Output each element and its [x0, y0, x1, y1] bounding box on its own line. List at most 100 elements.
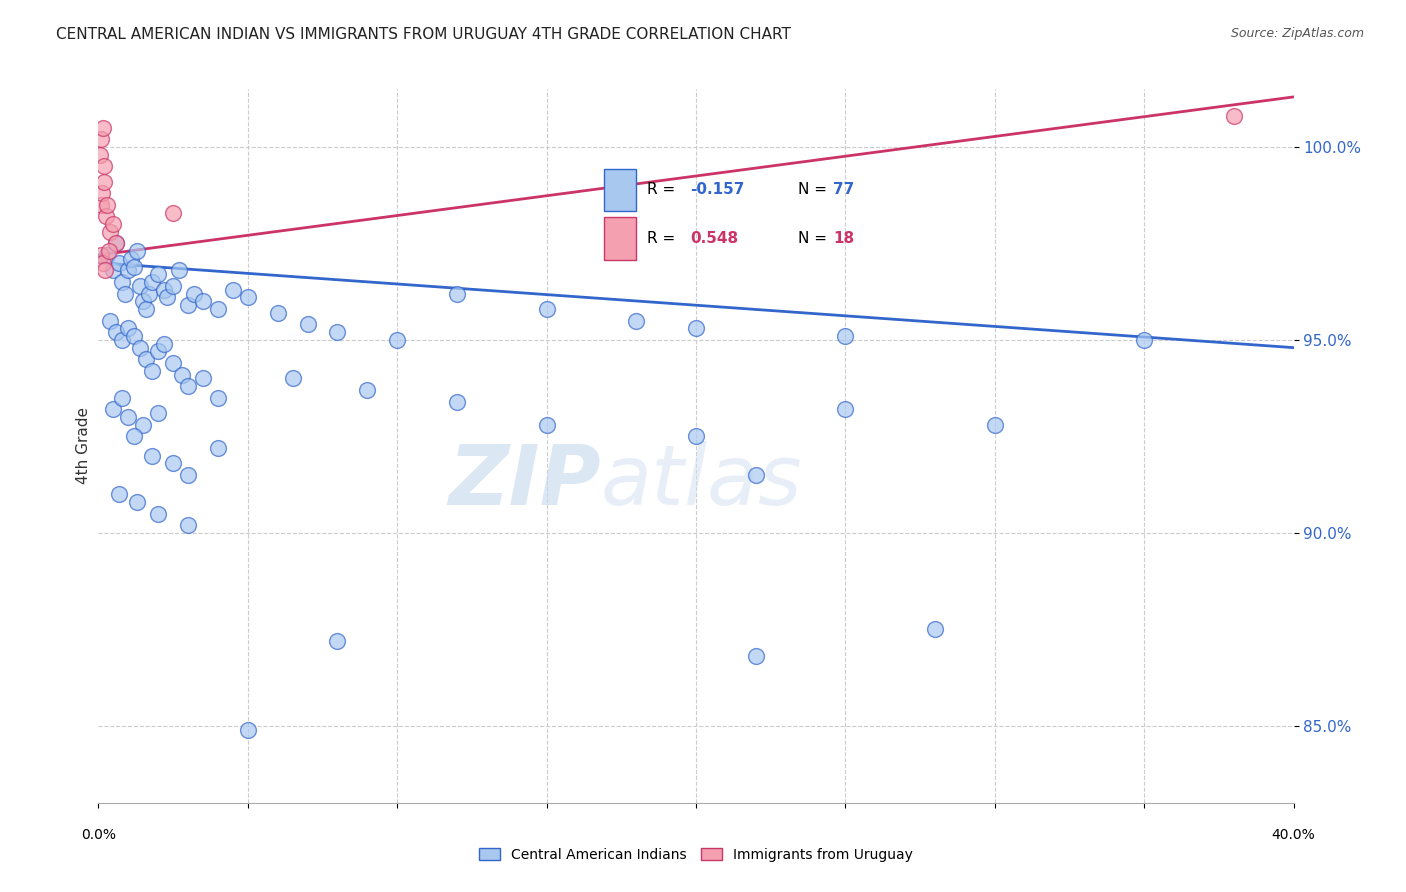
- Point: [90, 198, 112, 212]
- Point: [124, 429, 146, 443]
- Point: [924, 622, 946, 636]
- Point: [148, 268, 170, 282]
- Point: [108, 256, 131, 270]
- Point: [536, 301, 558, 316]
- Point: [127, 244, 149, 259]
- Point: [156, 291, 179, 305]
- Point: [183, 286, 205, 301]
- Point: [135, 352, 157, 367]
- Point: [162, 205, 184, 219]
- Point: [90, 132, 112, 146]
- Text: ZIP: ZIP: [447, 442, 600, 522]
- Point: [536, 417, 558, 432]
- Point: [148, 406, 170, 420]
- Point: [162, 456, 184, 470]
- Point: [135, 301, 157, 316]
- Point: [132, 294, 155, 309]
- Y-axis label: 4th Grade: 4th Grade: [76, 408, 91, 484]
- Point: [153, 283, 176, 297]
- Point: [177, 379, 200, 393]
- Point: [105, 236, 128, 251]
- Text: atlas: atlas: [600, 442, 801, 522]
- Point: [745, 649, 768, 664]
- Point: [129, 341, 152, 355]
- Point: [124, 260, 146, 274]
- Text: R =: R =: [647, 231, 681, 245]
- Point: [111, 275, 134, 289]
- Point: [177, 467, 200, 482]
- Point: [94, 263, 117, 277]
- Point: [103, 402, 125, 417]
- Point: [624, 313, 647, 327]
- Point: [91, 120, 114, 135]
- Text: R =: R =: [647, 183, 681, 197]
- FancyBboxPatch shape: [605, 169, 636, 211]
- Legend: Central American Indians, Immigrants from Uruguay: Central American Indians, Immigrants fro…: [474, 842, 918, 867]
- Text: N =: N =: [797, 183, 831, 197]
- Point: [326, 633, 349, 648]
- Point: [90, 248, 112, 262]
- Point: [834, 402, 856, 417]
- Point: [103, 263, 125, 277]
- Point: [127, 495, 149, 509]
- Point: [132, 417, 155, 432]
- Point: [138, 286, 160, 301]
- Point: [1222, 109, 1246, 123]
- Point: [207, 301, 229, 316]
- Point: [96, 248, 118, 262]
- Point: [117, 410, 139, 425]
- Point: [236, 291, 259, 305]
- Point: [98, 313, 122, 327]
- Point: [91, 256, 114, 270]
- Point: [93, 159, 115, 173]
- Point: [222, 283, 245, 297]
- Text: 40.0%: 40.0%: [1271, 828, 1316, 842]
- Point: [105, 236, 128, 251]
- Point: [685, 429, 707, 443]
- Point: [117, 263, 139, 277]
- FancyBboxPatch shape: [605, 217, 636, 260]
- Text: CENTRAL AMERICAN INDIAN VS IMMIGRANTS FROM URUGUAY 4TH GRADE CORRELATION CHART: CENTRAL AMERICAN INDIAN VS IMMIGRANTS FR…: [56, 27, 792, 42]
- Point: [207, 391, 229, 405]
- Text: -0.157: -0.157: [690, 183, 744, 197]
- Point: [108, 487, 131, 501]
- Point: [120, 252, 142, 266]
- Point: [124, 329, 146, 343]
- Text: 18: 18: [834, 231, 855, 245]
- Point: [93, 175, 115, 189]
- Point: [177, 518, 200, 533]
- Point: [148, 344, 170, 359]
- Point: [297, 318, 319, 332]
- Text: N =: N =: [797, 231, 831, 245]
- Point: [385, 333, 409, 347]
- Point: [103, 217, 125, 231]
- Point: [153, 336, 176, 351]
- Point: [162, 279, 184, 293]
- Point: [1133, 333, 1156, 347]
- Point: [446, 286, 468, 301]
- Point: [281, 371, 304, 385]
- Point: [94, 210, 117, 224]
- Point: [141, 364, 163, 378]
- Point: [236, 723, 259, 737]
- Point: [191, 294, 214, 309]
- Point: [129, 279, 152, 293]
- Text: 0.0%: 0.0%: [82, 828, 115, 842]
- Text: 77: 77: [834, 183, 855, 197]
- Point: [148, 507, 170, 521]
- Point: [446, 394, 468, 409]
- Text: 0.548: 0.548: [690, 231, 738, 245]
- Point: [141, 449, 163, 463]
- Point: [356, 383, 378, 397]
- Point: [207, 441, 229, 455]
- Point: [685, 321, 707, 335]
- Point: [117, 321, 139, 335]
- Text: Source: ZipAtlas.com: Source: ZipAtlas.com: [1230, 27, 1364, 40]
- Point: [105, 325, 128, 339]
- Point: [141, 275, 163, 289]
- Point: [162, 356, 184, 370]
- Point: [98, 225, 122, 239]
- Point: [111, 333, 134, 347]
- Point: [834, 329, 856, 343]
- Point: [91, 186, 114, 201]
